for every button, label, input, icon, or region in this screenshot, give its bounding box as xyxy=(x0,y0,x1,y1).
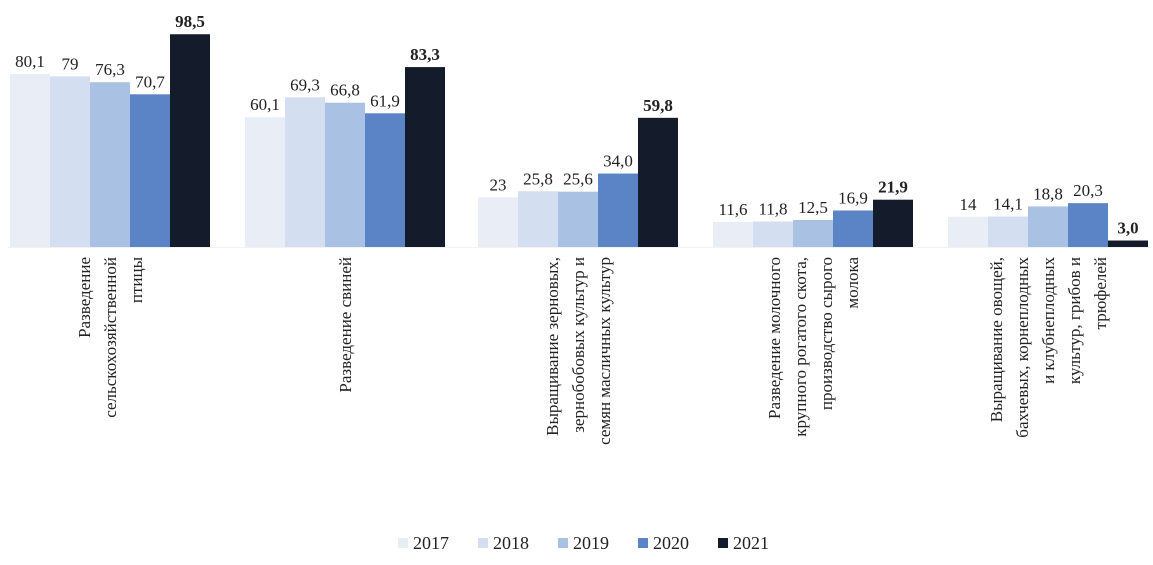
value-label-2018-cat3: 25,8 xyxy=(523,169,553,188)
bars-layer xyxy=(8,34,1151,248)
bar-2021-cat2 xyxy=(405,67,445,248)
category-label-line: культур, грибов и xyxy=(1065,257,1084,384)
value-label-2017-cat5: 14 xyxy=(960,195,978,214)
bar-2019-cat5 xyxy=(1028,206,1068,247)
legend-swatch xyxy=(478,538,488,548)
value-label-2017-cat3: 23 xyxy=(490,175,507,194)
legend-swatch xyxy=(718,538,728,548)
value-label-2020-cat3: 34,0 xyxy=(603,152,633,171)
value-label-2021-cat4: 21,9 xyxy=(878,178,908,197)
value-labels-layer: 80,1 60,1 23 11,6 14 79 69,3 25,8 11,8 14,1 76,3 66… xyxy=(15,12,1139,237)
bar-2020-cat4 xyxy=(833,210,873,247)
category-label-line: Разведение молочного xyxy=(765,257,784,419)
bar-2017-cat2 xyxy=(245,117,285,248)
legend-item-2021: 2021 xyxy=(718,533,769,553)
category-labels-layer: Разведение сельскохозяйственной птицы Разве… xyxy=(75,256,1110,444)
category-label-line: крупного рогатого скота, xyxy=(791,257,810,437)
category-label-line: птицы xyxy=(127,256,146,303)
bar-2019-cat4 xyxy=(793,220,833,247)
category-label-2: Разведение свиней xyxy=(336,257,355,393)
value-label-2019-cat1: 76,3 xyxy=(95,60,125,79)
legend-label: 2018 xyxy=(493,533,529,553)
bar-2021-cat3 xyxy=(638,117,678,247)
value-label-2021-cat1: 98,5 xyxy=(175,12,205,31)
value-label-2018-cat4: 11,8 xyxy=(758,200,787,219)
bar-2018-cat2 xyxy=(285,97,325,247)
value-label-2019-cat4: 12,5 xyxy=(798,198,828,217)
bar-2020-cat3 xyxy=(598,173,638,247)
bar-2018-cat1 xyxy=(50,76,90,247)
value-label-2017-cat1: 80,1 xyxy=(15,52,45,71)
bar-2021-cat5 xyxy=(1108,240,1148,247)
legend-label: 2019 xyxy=(573,533,609,553)
bar-2020-cat5 xyxy=(1068,203,1108,247)
category-label-3: Выращивание зерновых, зернобобовых культу… xyxy=(543,257,614,445)
legend-swatch xyxy=(398,538,408,548)
bar-2018-cat5 xyxy=(988,216,1028,247)
category-label-4: Разведение молочного крупного рогатого ск… xyxy=(765,257,862,437)
category-label-line: и клубнеплодных xyxy=(1039,257,1058,384)
legend-label: 2021 xyxy=(733,533,769,553)
legend-item-2019: 2019 xyxy=(558,533,609,553)
legend: 2017 2018 2019 2020 2021 xyxy=(398,533,769,553)
bar-2020-cat1 xyxy=(130,94,170,248)
bar-2017-cat1 xyxy=(10,73,50,247)
category-label-line: трюфелей xyxy=(1091,257,1110,329)
category-label-line: Выращивание овощей, xyxy=(987,257,1006,422)
bar-2017-cat4 xyxy=(713,221,753,247)
category-label-line: зернобобовых культур и xyxy=(569,257,588,433)
bar-2017-cat3 xyxy=(478,197,518,247)
category-label-line: Разведение свиней xyxy=(336,257,355,393)
value-label-2020-cat4: 16,9 xyxy=(838,188,868,207)
legend-swatch xyxy=(558,538,568,548)
value-label-2019-cat2: 66,8 xyxy=(330,81,360,100)
legend-item-2017: 2017 xyxy=(398,533,449,553)
category-label-line: семян масличных культур xyxy=(595,257,614,445)
category-label-line: сельскохозяйственной xyxy=(101,257,120,418)
category-label-line: бахчевых, корнеплодных xyxy=(1013,257,1032,438)
value-label-2018-cat1: 79 xyxy=(62,54,79,73)
bar-2021-cat4 xyxy=(873,199,913,247)
category-label-line: молока xyxy=(843,257,862,309)
legend-label: 2017 xyxy=(413,533,449,553)
value-label-2019-cat5: 18,8 xyxy=(1033,184,1063,203)
category-label-5: Выращивание овощей, бахчевых, корнеплодны… xyxy=(987,257,1110,438)
value-label-2021-cat3: 59,8 xyxy=(643,96,673,115)
value-label-2021-cat5: 3,0 xyxy=(1117,219,1138,238)
legend-label: 2020 xyxy=(653,533,689,553)
value-label-2021-cat2: 83,3 xyxy=(410,45,440,64)
bar-2019-cat2 xyxy=(325,102,365,247)
bar-2020-cat2 xyxy=(365,113,405,248)
value-label-2019-cat3: 25,6 xyxy=(563,170,593,189)
bar-2021-cat1 xyxy=(170,34,210,247)
legend-item-2020: 2020 xyxy=(638,533,689,553)
category-label-line: производство сырого xyxy=(817,257,836,410)
bar-2017-cat5 xyxy=(948,216,988,247)
value-label-2020-cat5: 20,3 xyxy=(1073,181,1103,200)
category-label-line: Выращивание зерновых, xyxy=(543,257,562,436)
value-label-2020-cat2: 61,9 xyxy=(370,91,400,110)
bar-2019-cat1 xyxy=(90,82,130,247)
bar-2018-cat4 xyxy=(753,221,793,247)
value-label-2017-cat2: 60,1 xyxy=(250,95,280,114)
category-label-line: Разведение xyxy=(75,257,94,338)
legend-item-2018: 2018 xyxy=(478,533,529,553)
bar-2019-cat3 xyxy=(558,191,598,247)
value-label-2020-cat1: 70,7 xyxy=(135,72,165,91)
value-label-2018-cat5: 14,1 xyxy=(993,195,1023,214)
value-label-2017-cat4: 11,6 xyxy=(718,200,747,219)
bar-2018-cat3 xyxy=(518,191,558,247)
value-label-2018-cat2: 69,3 xyxy=(290,75,320,94)
category-label-1: Разведение сельскохозяйственной птицы xyxy=(75,256,146,417)
legend-swatch xyxy=(638,538,648,548)
